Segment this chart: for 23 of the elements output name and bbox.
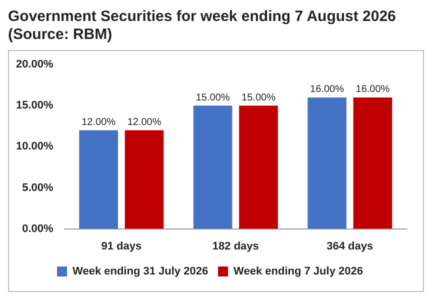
y-tick-label: 0.00%: [22, 222, 54, 235]
legend-label: Week ending 7 July 2026: [234, 266, 363, 278]
data-label: 15.00%: [242, 92, 276, 104]
data-label: 16.00%: [356, 84, 390, 96]
y-tick-label: 20.00%: [16, 58, 54, 71]
chart-title: Government Securities for week ending 7 August 2026 (Source: RBM): [8, 8, 397, 44]
bar: [79, 130, 118, 229]
bar: [353, 97, 392, 229]
bar: [193, 106, 232, 229]
y-tick-label: 5.00%: [22, 182, 54, 194]
y-tick-label: 15.00%: [16, 100, 54, 112]
bar: [308, 97, 346, 229]
data-label: 16.00%: [310, 84, 344, 96]
bar: [124, 130, 164, 229]
data-label: 12.00%: [82, 117, 116, 128]
x-tick-label: 182 days: [212, 240, 259, 252]
x-tick-label: 364 days: [326, 240, 374, 252]
bar: [239, 106, 278, 229]
data-label: 15.00%: [196, 92, 230, 104]
x-tick-label: 91 days: [101, 240, 142, 252]
data-label: 12.00%: [127, 117, 162, 128]
legend-label: Week ending 31 July 2026: [72, 266, 208, 278]
y-tick-label: 10.00%: [16, 140, 54, 153]
